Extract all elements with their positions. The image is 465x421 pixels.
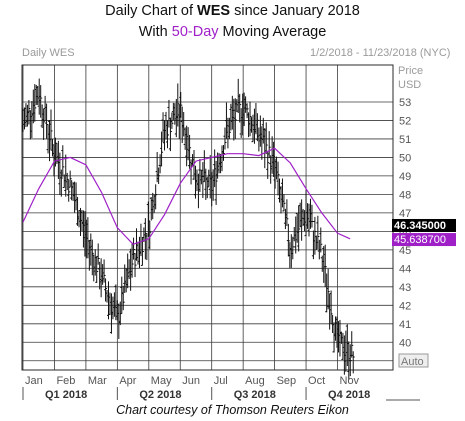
chart-title: Daily Chart of WES since January 2018 [105,3,360,19]
x-tick-label: Aug [245,375,265,387]
last-price-tag: 46.345000 [392,218,456,232]
auto-scale-label: Auto [401,356,424,368]
price-axis-title: Price [398,65,423,77]
price-axis-currency: USD [398,79,421,91]
price-series [21,78,355,380]
quarter-label: Q4 2018 [328,389,370,401]
y-tick-label: 52 [399,115,411,127]
x-tick-label: Jan [25,375,43,387]
date-range: 1/2/2018 - 11/23/2018 (NYC) [310,47,451,59]
x-tick-label: Feb [56,375,75,387]
y-tick-label: 40 [399,337,411,349]
ma-value-tag: 45.638700 [392,233,456,247]
y-tick-label: 49 [399,171,411,183]
ma-50-line [22,147,351,245]
y-tick-label: 50 [399,152,411,164]
y-tick-label: 53 [399,97,411,109]
x-tick-label: Jul [214,375,228,387]
ma-value: 45.638700 [394,234,446,246]
x-tick-label: Nov [340,375,360,387]
auto-scale-box [398,353,429,368]
x-tick-label: Apr [119,375,136,387]
y-axis: 394041424344454647484950515253 [399,97,411,368]
y-tick-label: 48 [399,189,411,201]
symbol-label: Daily WES [22,47,75,59]
quarter-label: Q2 2018 [139,389,181,401]
y-tick-label: 47 [399,208,411,220]
plot-frame [21,64,394,371]
ma-value-box [392,233,456,247]
x-tick-label: Sep [277,375,297,387]
y-tick-label: 51 [399,134,411,146]
y-tick-label: 43 [399,282,411,294]
y-tick-label: 45 [399,245,411,257]
quarter-label: Q3 2018 [234,389,276,401]
x-tick-label: Mar [88,375,107,387]
quarter-label: Q1 2018 [45,389,87,401]
x-tick-label: May [151,375,172,387]
chart-credit: Chart courtesy of Thomson Reuters Eikon [116,403,349,417]
last-price-box [392,218,456,232]
y-tick-label: 42 [399,300,411,312]
chart-subtitle: With 50-Day Moving Average [138,24,327,40]
y-tick-label: 41 [399,319,411,331]
x-tick-label: Jun [182,375,200,387]
last-price-value: 46.345000 [394,220,446,232]
x-axis: Jan Feb Mar Apr May Jun Jul Aug Sep Oct Nov Q1 2018… [22,375,420,401]
y-tick-label: 44 [399,263,411,275]
x-tick-label: Oct [308,375,325,387]
